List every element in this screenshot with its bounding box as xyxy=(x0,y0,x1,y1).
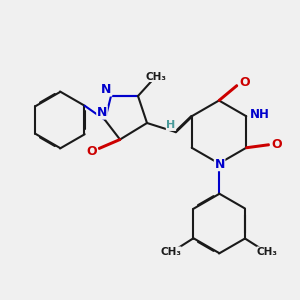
Text: CH₃: CH₃ xyxy=(160,247,181,257)
Text: N: N xyxy=(101,83,112,96)
Text: N: N xyxy=(97,106,107,119)
Text: CH₃: CH₃ xyxy=(257,247,278,257)
Text: H: H xyxy=(167,120,176,130)
Text: N: N xyxy=(214,158,225,171)
Text: O: O xyxy=(86,145,97,158)
Text: NH: NH xyxy=(250,108,270,121)
Text: O: O xyxy=(239,76,250,89)
Text: CH₃: CH₃ xyxy=(146,71,167,82)
Text: O: O xyxy=(271,138,282,151)
